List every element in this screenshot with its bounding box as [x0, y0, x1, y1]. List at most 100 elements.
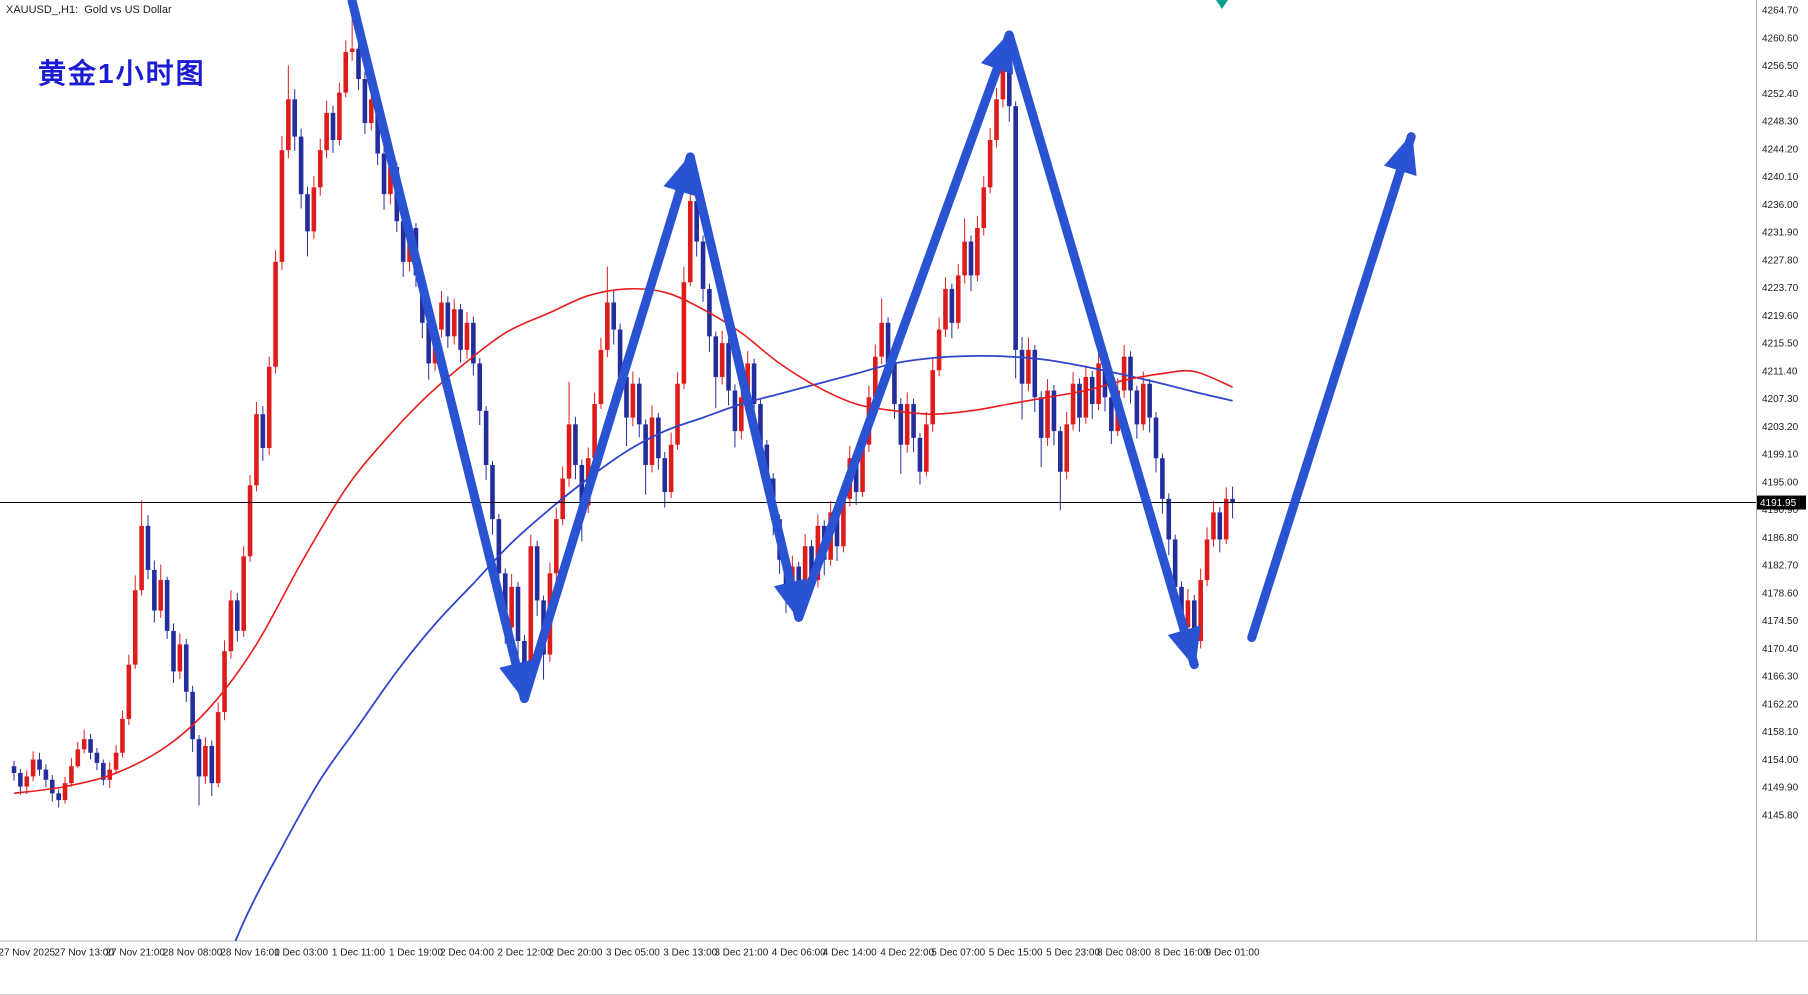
candle	[924, 412, 929, 477]
candle	[1096, 351, 1101, 411]
candle	[668, 432, 674, 499]
candle	[490, 460, 495, 535]
price-tick-label: 4264.70	[1762, 6, 1799, 17]
candle	[904, 392, 910, 453]
candle	[1038, 391, 1044, 468]
trend-arrow[interactable]	[347, 0, 533, 704]
trend-arrow[interactable]	[519, 152, 697, 704]
autoscroll-marker-icon	[1216, 0, 1228, 9]
current-price-label: 4191.95	[1757, 495, 1806, 510]
candle	[751, 358, 757, 417]
candle	[24, 770, 30, 795]
trend-arrow[interactable]	[794, 30, 1014, 622]
price-tick-label: 4207.30	[1762, 394, 1799, 405]
price-tick-label: 4149.90	[1762, 783, 1799, 794]
candle	[624, 372, 629, 447]
candle	[911, 398, 916, 453]
candle	[700, 235, 706, 302]
candle	[975, 215, 980, 282]
candle	[643, 419, 648, 495]
candle	[981, 175, 987, 236]
candle	[726, 338, 731, 406]
candle	[120, 710, 125, 758]
candle	[228, 590, 234, 659]
candle	[215, 702, 221, 788]
price-tick-label: 4248.30	[1762, 117, 1799, 128]
candle	[483, 406, 489, 480]
time-tick-label: 5 Dec 15:00	[989, 948, 1043, 959]
candle	[1223, 487, 1229, 545]
price-tick-label: 4256.50	[1762, 61, 1799, 72]
candle	[113, 745, 119, 774]
candle	[930, 358, 936, 432]
candle	[203, 737, 208, 784]
candle	[1019, 337, 1025, 420]
candle	[656, 412, 661, 470]
candle	[496, 513, 502, 588]
candle	[1045, 378, 1050, 447]
price-tick-label: 4223.70	[1762, 283, 1799, 294]
price-tick-label: 4174.50	[1762, 616, 1799, 627]
candle	[1109, 392, 1114, 444]
price-tick-label: 4199.10	[1762, 450, 1799, 461]
candle	[713, 331, 719, 409]
candle	[598, 337, 604, 409]
candle	[75, 741, 81, 769]
candle	[356, 39, 361, 90]
candle	[1083, 365, 1089, 424]
candle	[1064, 412, 1069, 480]
candle	[298, 128, 304, 209]
candle	[305, 186, 310, 257]
candle	[62, 777, 68, 804]
candle	[1128, 351, 1133, 404]
candle	[649, 405, 655, 473]
candle	[126, 654, 132, 725]
price-tick-label: 4236.00	[1762, 200, 1799, 211]
svg-text:4191.95: 4191.95	[1760, 498, 1797, 509]
candle	[37, 752, 42, 776]
candle	[164, 576, 170, 639]
candle	[266, 356, 272, 455]
time-tick-label: 3 Dec 21:00	[714, 948, 768, 959]
trend-arrow[interactable]	[1004, 30, 1201, 670]
candle	[343, 40, 349, 98]
candle	[1204, 527, 1210, 587]
candle	[534, 540, 540, 616]
candle	[892, 358, 897, 419]
projection-arrow[interactable]	[1247, 132, 1417, 643]
time-tick-label: 4 Dec 14:00	[823, 948, 877, 959]
candle	[324, 100, 329, 159]
price-tick-label: 4219.60	[1762, 311, 1799, 322]
symbol-title: XAUUSD_,H1: Gold vs US Dollar	[6, 4, 172, 16]
price-axis[interactable]: 4264.70 4260.60 4256.50 4252.40 4248.30 4244.…	[1762, 6, 1799, 822]
time-tick-label: 8 Dec 08:00	[1097, 948, 1151, 959]
candle	[362, 71, 368, 134]
time-tick-label: 8 Dec 16:00	[1155, 948, 1209, 959]
candle	[101, 759, 106, 786]
candle	[1147, 378, 1152, 433]
price-tick-label: 4162.20	[1762, 699, 1799, 710]
candle	[560, 466, 565, 526]
candle	[962, 218, 967, 284]
candle	[311, 175, 317, 239]
candle	[1160, 453, 1165, 514]
candle	[1166, 493, 1172, 556]
time-tick-label: 27 Nov 2025	[0, 948, 56, 959]
trend-arrows-layer[interactable]	[347, 0, 1417, 704]
candle	[337, 82, 342, 146]
trend-arrow[interactable]	[685, 152, 808, 622]
time-tick-label: 1 Dec 11:00	[332, 948, 386, 959]
price-tick-label: 4154.00	[1762, 755, 1799, 766]
time-tick-label: 4 Dec 06:00	[772, 948, 826, 959]
candle	[56, 789, 61, 808]
price-tick-label: 4215.50	[1762, 339, 1799, 350]
price-tick-label: 4190.90	[1762, 505, 1799, 516]
candle	[1134, 385, 1140, 439]
time-tick-label: 5 Dec 23:00	[1046, 948, 1100, 959]
candle	[190, 685, 195, 753]
candle	[11, 760, 17, 781]
candle	[955, 263, 961, 329]
candle	[879, 298, 884, 365]
